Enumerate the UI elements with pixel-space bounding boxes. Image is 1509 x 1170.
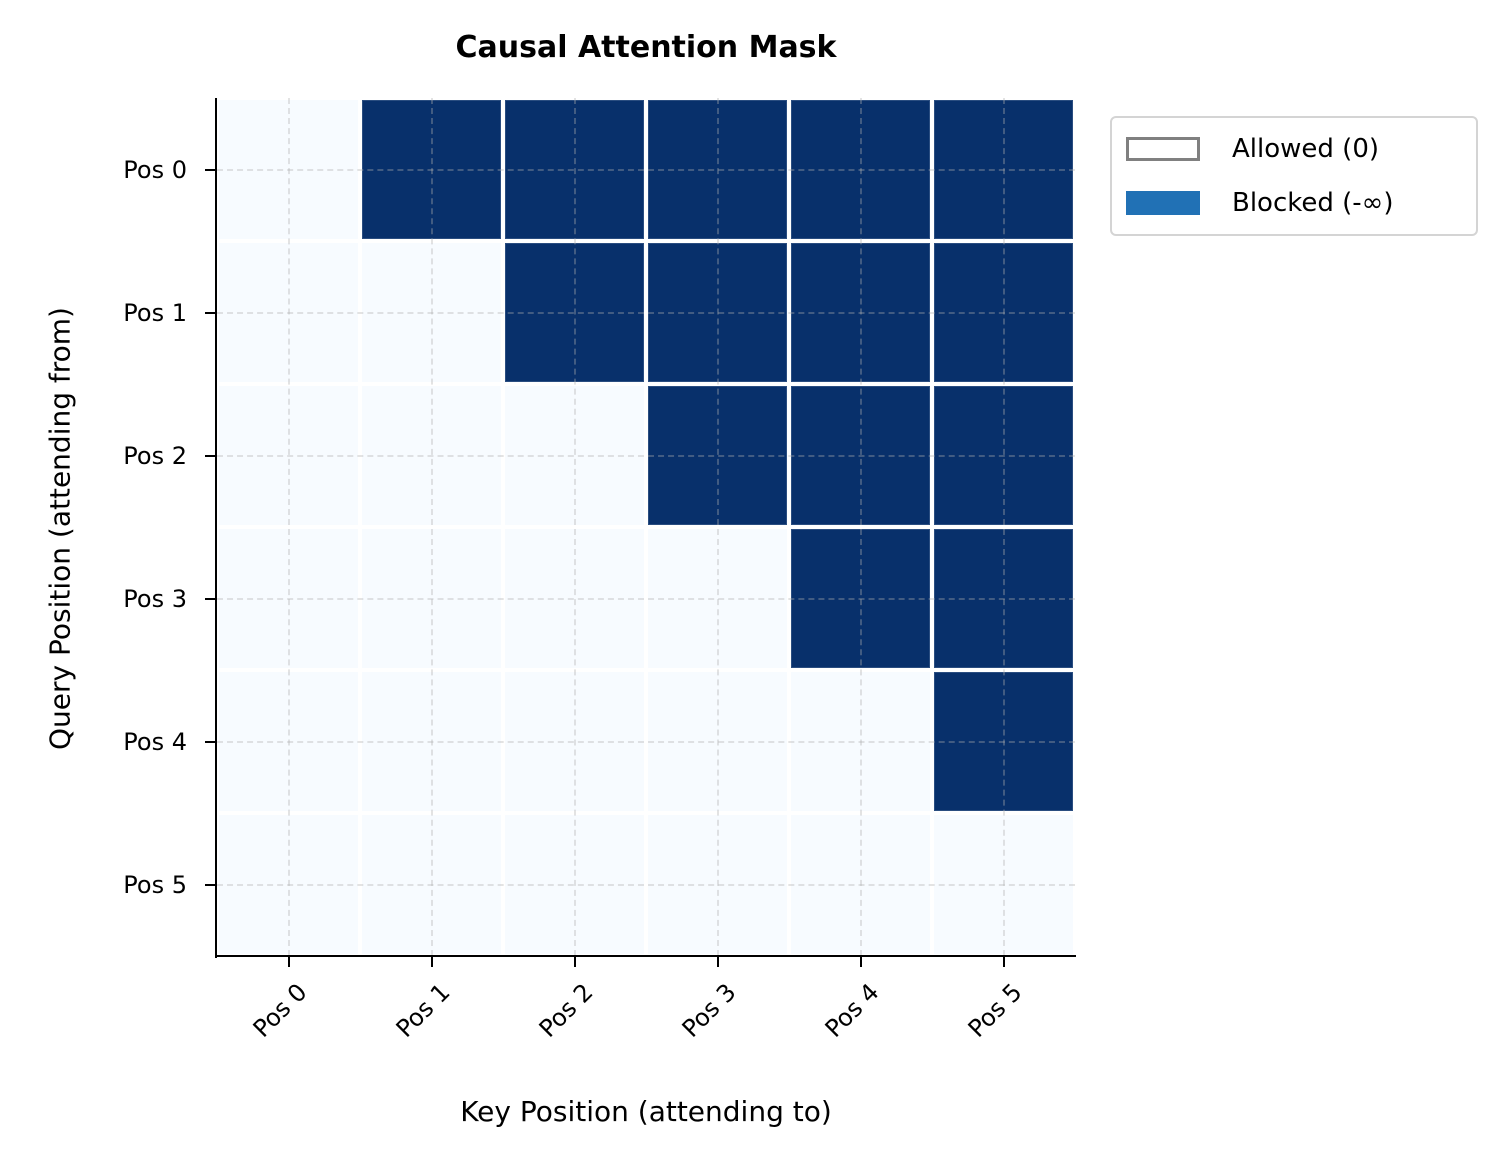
y-tick-mark bbox=[205, 597, 216, 600]
gridline-vertical bbox=[573, 98, 576, 956]
allowed-cell bbox=[648, 529, 787, 668]
blocked-cell bbox=[934, 100, 1073, 239]
gridline-vertical bbox=[1002, 98, 1005, 956]
allowed-cell bbox=[505, 815, 644, 954]
gridline-horizontal bbox=[217, 168, 1075, 171]
blocked-cell bbox=[505, 243, 644, 382]
x-tick-label: Pos 3 bbox=[676, 978, 742, 1043]
blocked-cell bbox=[505, 100, 644, 239]
blocked-cell bbox=[791, 386, 930, 525]
blocked-cell bbox=[791, 100, 930, 239]
allowed-cell bbox=[219, 529, 358, 668]
gridline-horizontal bbox=[217, 454, 1075, 457]
gridline-vertical bbox=[287, 98, 290, 956]
x-tick-label: Pos 2 bbox=[533, 978, 599, 1043]
allowed-cell bbox=[505, 386, 644, 525]
y-tick-label: Pos 2 bbox=[123, 441, 187, 470]
allowed-cell bbox=[362, 386, 501, 525]
heatmap-plot-area bbox=[217, 98, 1075, 956]
x-tick-label: Pos 0 bbox=[247, 978, 313, 1043]
blocked-cell bbox=[791, 243, 930, 382]
chart-title: Causal Attention Mask bbox=[455, 30, 837, 65]
allowed-cell bbox=[362, 529, 501, 668]
gridline-vertical bbox=[859, 98, 862, 956]
legend-item-blocked: Blocked (-∞) bbox=[1126, 188, 1393, 218]
allowed-cell bbox=[219, 386, 358, 525]
y-axis-line bbox=[215, 98, 217, 958]
blocked-swatch-icon bbox=[1126, 191, 1200, 215]
blocked-cell bbox=[648, 386, 787, 525]
allowed-cell bbox=[219, 243, 358, 382]
y-tick-label: Pos 5 bbox=[123, 870, 187, 899]
y-axis-label: Query Position (attending from) bbox=[43, 307, 77, 750]
y-tick-mark bbox=[205, 883, 216, 886]
y-tick-label: Pos 3 bbox=[123, 584, 187, 613]
legend-item-allowed: Allowed (0) bbox=[1126, 134, 1379, 164]
x-tick-mark bbox=[859, 956, 862, 967]
x-tick-label: Pos 4 bbox=[819, 978, 885, 1043]
y-tick-label: Pos 1 bbox=[123, 298, 187, 327]
blocked-cell bbox=[934, 386, 1073, 525]
legend: Allowed (0) Blocked (-∞) bbox=[1110, 116, 1478, 236]
gridline-horizontal bbox=[217, 740, 1075, 743]
blocked-cell bbox=[934, 672, 1073, 811]
gridline-horizontal bbox=[217, 883, 1075, 886]
x-tick-mark bbox=[287, 956, 290, 967]
allowed-cell bbox=[219, 815, 358, 954]
y-tick-label: Pos 0 bbox=[123, 155, 187, 184]
allowed-swatch-icon bbox=[1126, 137, 1200, 161]
blocked-cell bbox=[648, 100, 787, 239]
y-tick-mark bbox=[205, 168, 216, 171]
allowed-cell bbox=[505, 672, 644, 811]
x-tick-label: Pos 1 bbox=[390, 978, 456, 1043]
x-tick-mark bbox=[573, 956, 576, 967]
y-tick-mark bbox=[205, 311, 216, 314]
allowed-cell bbox=[791, 815, 930, 954]
gridline-horizontal bbox=[217, 311, 1075, 314]
gridline-horizontal bbox=[217, 597, 1075, 600]
blocked-cell bbox=[791, 529, 930, 668]
legend-label-allowed: Allowed (0) bbox=[1232, 134, 1379, 164]
blocked-cell bbox=[934, 243, 1073, 382]
allowed-cell bbox=[648, 815, 787, 954]
y-tick-mark bbox=[205, 454, 216, 457]
x-tick-mark bbox=[1002, 956, 1005, 967]
legend-label-blocked: Blocked (-∞) bbox=[1232, 188, 1394, 218]
allowed-cell bbox=[219, 672, 358, 811]
allowed-cell bbox=[362, 243, 501, 382]
allowed-cell bbox=[648, 672, 787, 811]
gridline-vertical bbox=[716, 98, 719, 956]
allowed-cell bbox=[362, 672, 501, 811]
blocked-cell bbox=[648, 243, 787, 382]
allowed-cell bbox=[791, 672, 930, 811]
blocked-cell bbox=[362, 100, 501, 239]
x-tick-mark bbox=[716, 956, 719, 967]
allowed-cell bbox=[505, 529, 644, 668]
y-tick-mark bbox=[205, 740, 216, 743]
allowed-cell bbox=[934, 815, 1073, 954]
allowed-cell bbox=[362, 815, 501, 954]
x-tick-mark bbox=[430, 956, 433, 967]
blocked-cell bbox=[934, 529, 1073, 668]
y-tick-label: Pos 4 bbox=[123, 727, 187, 756]
allowed-cell bbox=[219, 100, 358, 239]
x-axis-label: Key Position (attending to) bbox=[460, 1095, 832, 1128]
gridline-vertical bbox=[430, 98, 433, 956]
x-tick-label: Pos 5 bbox=[962, 978, 1028, 1043]
x-axis-line bbox=[215, 955, 1076, 957]
